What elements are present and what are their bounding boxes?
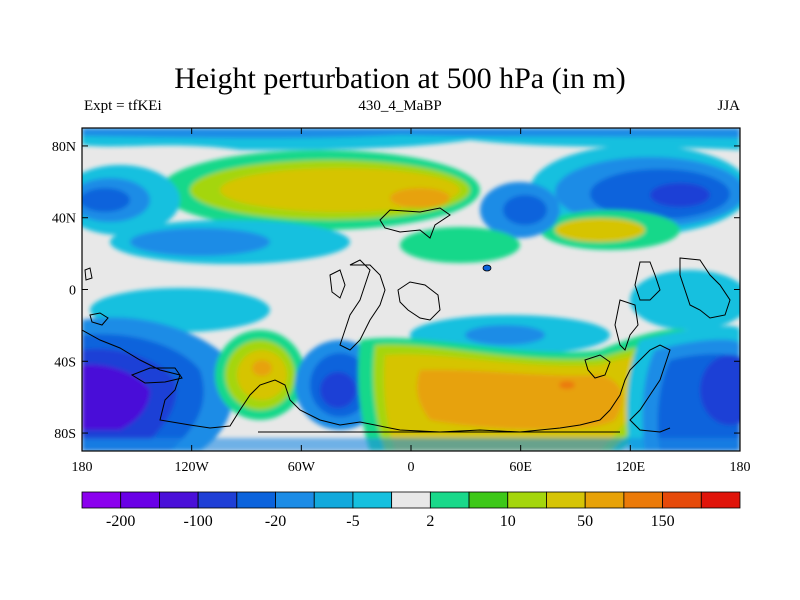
colorbar-swatch <box>546 491 586 509</box>
lon-tick-label: 180 <box>730 460 751 475</box>
colorbar-swatch <box>313 491 354 509</box>
colorbar-label: 10 <box>500 513 516 530</box>
colorbar-label: -100 <box>183 513 212 530</box>
colorbar-swatch <box>623 491 663 509</box>
colorbar-swatch <box>275 491 315 509</box>
lat-tick-label: 80N <box>52 140 76 155</box>
colorbar: -200 -100 -20 -5 2 10 50 150 <box>81 491 741 530</box>
colorbar-swatch <box>197 491 238 509</box>
lon-tick-label: 60W <box>288 460 316 475</box>
lon-tick-label: 120E <box>616 460 646 475</box>
colorbar-swatch <box>468 491 509 509</box>
colorbar-label: 50 <box>577 513 593 530</box>
colorbar-label: -200 <box>106 513 135 530</box>
colorbar-label: 2 <box>426 513 434 530</box>
case-label: 430_4_MaBP <box>358 98 442 114</box>
colorbar-label: 150 <box>651 513 675 530</box>
colorbar-swatch <box>81 491 122 509</box>
axis-tick-labels: 80N 40N 0 40S 80S 180 120W 60W 0 60E 120E 180 <box>52 140 751 475</box>
lon-tick-label: 60E <box>509 460 532 475</box>
colorbar-swatch <box>120 491 160 509</box>
season-label: JJA <box>717 98 740 114</box>
contour-field <box>82 128 740 451</box>
lat-tick-label: 0 <box>69 284 76 299</box>
coastlines <box>82 207 731 433</box>
lat-tick-label: 80S <box>54 427 76 442</box>
experiment-label: Expt = tfKEi <box>84 98 162 114</box>
colorbar-swatch <box>352 491 393 509</box>
lon-tick-label: 180 <box>72 460 93 475</box>
colorbar-swatch <box>429 491 470 509</box>
colorbar-label: -20 <box>265 513 286 530</box>
chart-title: Height perturbation at 500 hPa (in m) <box>174 62 626 95</box>
colorbar-swatch <box>391 491 431 509</box>
colorbar-swatch <box>700 491 741 509</box>
colorbar-swatch <box>507 491 547 509</box>
lat-tick-label: 40S <box>54 355 76 370</box>
colorbar-swatch <box>662 491 702 509</box>
axis-ticks <box>81 128 741 451</box>
lat-tick-label: 40N <box>52 212 76 227</box>
colorbar-swatch <box>584 491 625 509</box>
lon-tick-label: 0 <box>408 460 415 475</box>
colorbar-swatch <box>159 491 199 509</box>
lon-tick-label: 120W <box>175 460 210 475</box>
colorbar-swatch <box>236 491 276 509</box>
colorbar-label: -5 <box>346 513 359 530</box>
